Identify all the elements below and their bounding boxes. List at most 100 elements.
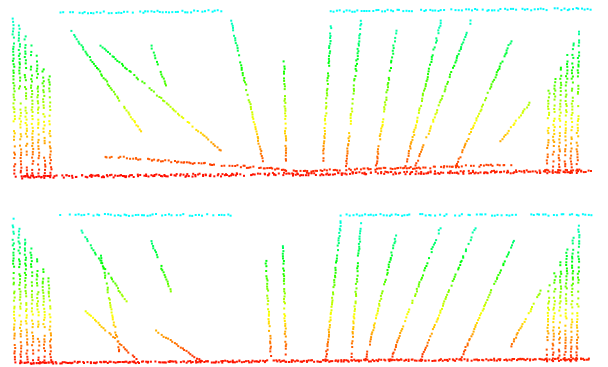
point bbox=[13, 111, 15, 113]
point bbox=[335, 272, 337, 274]
point bbox=[461, 356, 463, 358]
point bbox=[577, 88, 579, 90]
point bbox=[356, 278, 358, 280]
point bbox=[138, 362, 140, 364]
point bbox=[101, 75, 103, 77]
point bbox=[547, 332, 549, 334]
point bbox=[20, 112, 22, 114]
point bbox=[24, 86, 26, 88]
point bbox=[559, 281, 561, 283]
point bbox=[30, 66, 32, 68]
point bbox=[133, 74, 135, 76]
point bbox=[37, 119, 39, 121]
point bbox=[566, 287, 568, 289]
point bbox=[577, 277, 579, 279]
point bbox=[353, 90, 355, 92]
point bbox=[335, 262, 337, 264]
point bbox=[37, 308, 39, 310]
point bbox=[328, 65, 330, 67]
point bbox=[547, 320, 549, 322]
point bbox=[268, 330, 270, 332]
point bbox=[13, 130, 15, 132]
point bbox=[531, 306, 533, 308]
point bbox=[554, 288, 556, 290]
point bbox=[44, 341, 46, 343]
point bbox=[536, 172, 538, 174]
point bbox=[565, 337, 567, 339]
point bbox=[195, 129, 197, 131]
point bbox=[554, 85, 556, 87]
point bbox=[87, 240, 89, 242]
point bbox=[540, 290, 542, 292]
point bbox=[515, 214, 517, 216]
point bbox=[19, 72, 21, 74]
point bbox=[83, 214, 85, 216]
point bbox=[460, 156, 462, 158]
point bbox=[132, 12, 134, 14]
point bbox=[285, 147, 287, 149]
point bbox=[547, 290, 549, 292]
point bbox=[477, 172, 479, 174]
point bbox=[439, 214, 441, 216]
point bbox=[13, 157, 15, 159]
point bbox=[564, 148, 566, 150]
point bbox=[569, 214, 571, 216]
point bbox=[18, 40, 20, 42]
point bbox=[49, 96, 51, 98]
point bbox=[43, 107, 45, 109]
point bbox=[353, 93, 355, 95]
point bbox=[378, 305, 380, 307]
point bbox=[476, 214, 478, 216]
point bbox=[267, 290, 269, 292]
point bbox=[83, 362, 85, 364]
point bbox=[328, 47, 330, 49]
point bbox=[445, 296, 447, 298]
point bbox=[38, 345, 40, 347]
point bbox=[168, 104, 170, 106]
point bbox=[167, 283, 169, 285]
point bbox=[90, 315, 92, 317]
point bbox=[351, 108, 353, 110]
point bbox=[442, 95, 444, 97]
point bbox=[565, 124, 567, 126]
point bbox=[282, 245, 284, 247]
point bbox=[559, 109, 561, 111]
point bbox=[565, 81, 567, 83]
point bbox=[106, 174, 108, 176]
point bbox=[180, 214, 182, 216]
point bbox=[19, 85, 21, 87]
point bbox=[135, 124, 137, 126]
point bbox=[25, 277, 27, 279]
point bbox=[547, 106, 549, 108]
point bbox=[356, 168, 358, 170]
point bbox=[559, 103, 561, 105]
point bbox=[428, 133, 430, 135]
point bbox=[223, 165, 225, 167]
point bbox=[176, 343, 178, 345]
point bbox=[44, 350, 46, 352]
point bbox=[439, 25, 441, 27]
point bbox=[499, 164, 501, 166]
point bbox=[358, 45, 360, 47]
point bbox=[559, 331, 561, 333]
point bbox=[42, 289, 44, 291]
point bbox=[162, 11, 164, 13]
point bbox=[188, 122, 190, 124]
point bbox=[331, 306, 333, 308]
point bbox=[326, 80, 328, 82]
point bbox=[420, 279, 422, 281]
point bbox=[250, 108, 252, 110]
point bbox=[364, 359, 366, 361]
point bbox=[284, 320, 286, 322]
point bbox=[26, 128, 28, 130]
point bbox=[14, 145, 16, 147]
point bbox=[328, 58, 330, 60]
point bbox=[576, 358, 578, 360]
point bbox=[483, 305, 485, 307]
point bbox=[476, 9, 478, 11]
point bbox=[468, 133, 470, 135]
point bbox=[345, 165, 347, 167]
point bbox=[13, 139, 15, 141]
point bbox=[421, 356, 423, 358]
point bbox=[30, 263, 32, 265]
